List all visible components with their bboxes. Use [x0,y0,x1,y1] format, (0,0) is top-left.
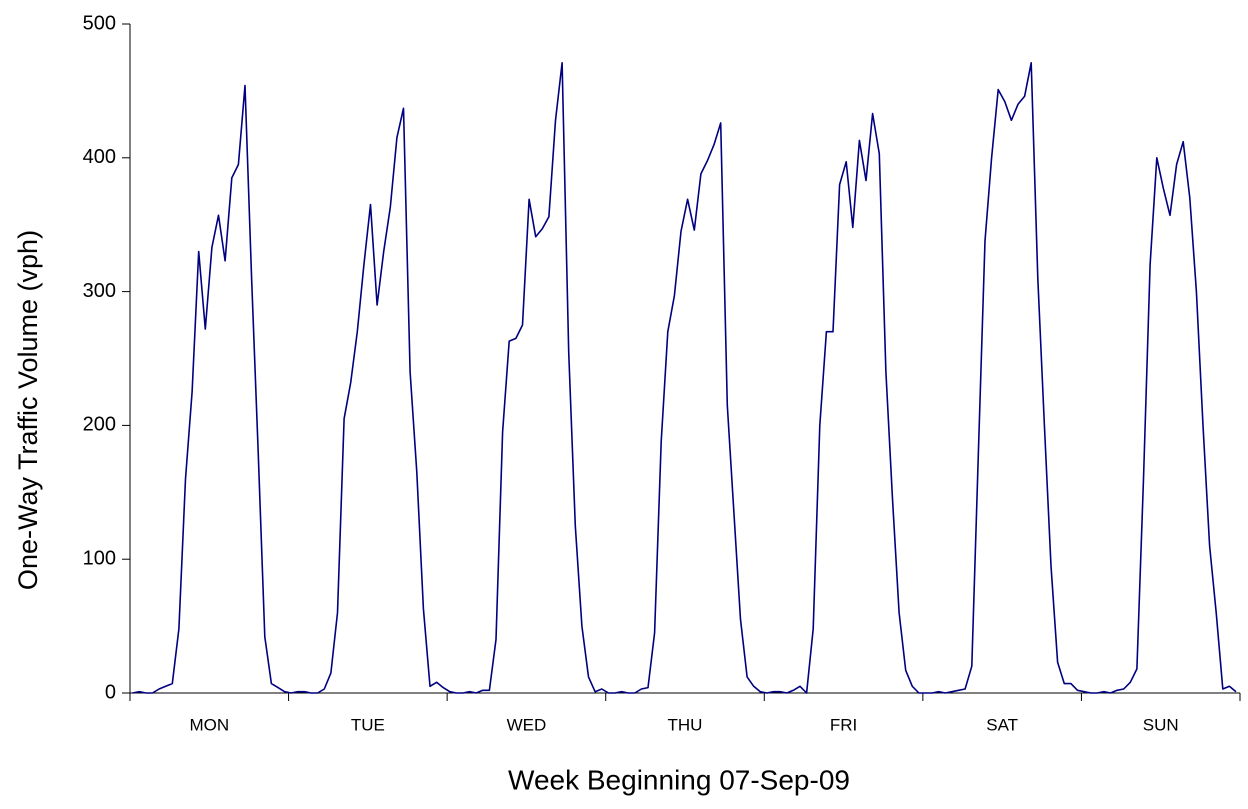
y-axis-title: One-Way Traffic Volume (vph) [13,230,43,590]
y-tick-label: 0 [105,681,116,703]
x-axis-title: Week Beginning 07-Sep-09 [508,764,850,795]
y-tick-label: 200 [83,414,116,436]
y-tick-label: 400 [83,146,116,168]
y-tick-label: 100 [83,547,116,569]
data-line [132,62,1237,694]
x-tick-label: MON [189,715,229,734]
x-tick-label: SAT [986,715,1018,734]
y-tick-label: 500 [83,12,116,34]
x-tick-label: TUE [351,715,385,734]
y-tick-label: 300 [83,280,116,302]
x-tick-label: FRI [830,715,857,734]
x-tick-label: SUN [1143,715,1179,734]
x-tick-label: THU [668,715,703,734]
x-tick-label: WED [507,715,547,734]
